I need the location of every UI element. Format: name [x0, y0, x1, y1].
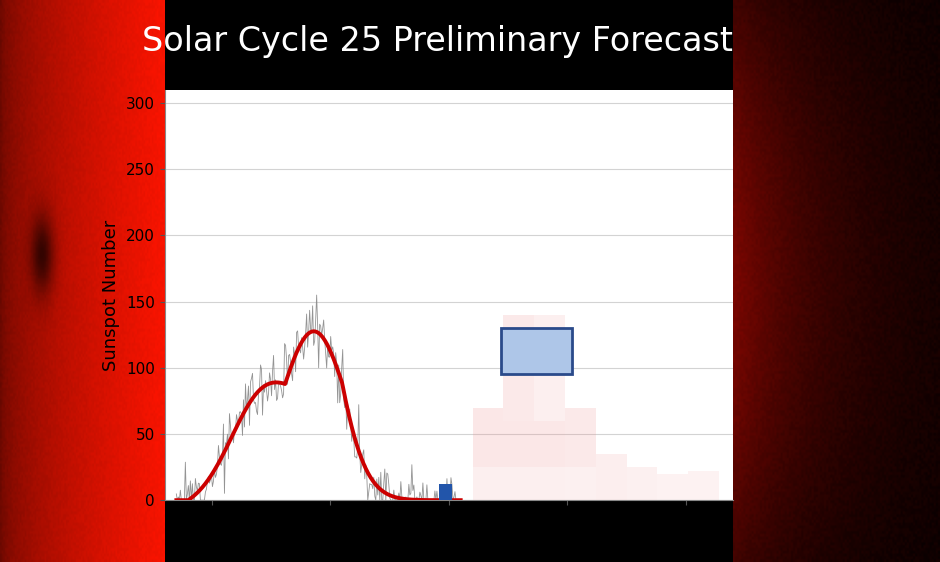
Bar — [657, 474, 688, 500]
Bar — [503, 467, 534, 500]
Text: Solar Cycle 25 Preliminary Forecast: Solar Cycle 25 Preliminary Forecast — [142, 25, 733, 58]
Bar — [473, 467, 503, 500]
Bar — [627, 467, 657, 500]
Bar — [688, 471, 719, 500]
Bar — [534, 315, 565, 421]
Bar — [596, 454, 627, 500]
Bar — [503, 315, 534, 421]
Bar — [439, 484, 452, 500]
Bar — [534, 421, 565, 467]
Bar — [565, 467, 596, 500]
Bar — [565, 407, 596, 467]
Bar — [473, 407, 503, 467]
Y-axis label: Sunspot Number: Sunspot Number — [102, 219, 120, 371]
Bar — [534, 467, 565, 500]
X-axis label: Date: Date — [425, 531, 473, 549]
Bar — [501, 328, 572, 374]
Bar — [503, 421, 534, 467]
